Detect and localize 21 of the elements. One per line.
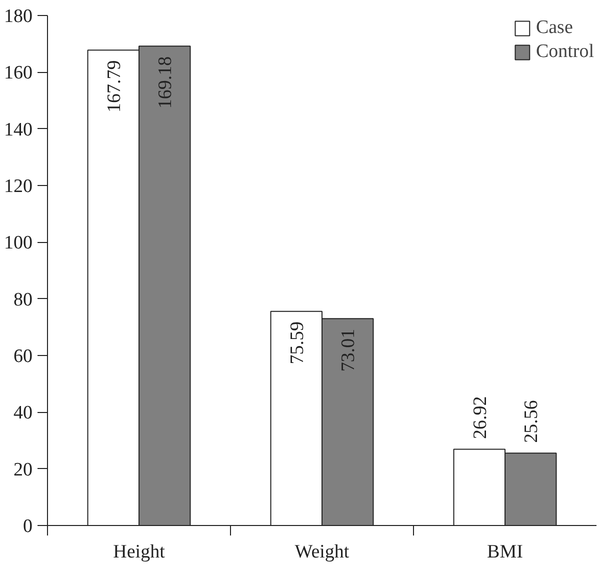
y-tick-label: 0 xyxy=(23,516,32,537)
y-tick-label: 100 xyxy=(4,232,32,254)
data-label: 26.92 xyxy=(470,396,491,440)
x-tick-label: BMI xyxy=(487,542,523,562)
y-tick-label: 80 xyxy=(14,289,32,310)
x-tick-label: Height xyxy=(113,542,166,562)
y-tick-label: 120 xyxy=(4,176,32,197)
x-tick-label: Weight xyxy=(294,542,350,562)
data-label: 167.79 xyxy=(104,60,125,113)
data-label: 169.18 xyxy=(155,56,176,109)
y-tick-label: 40 xyxy=(14,402,32,424)
y-tick-label: 60 xyxy=(14,346,32,367)
y-tick-label: 180 xyxy=(4,6,32,27)
y-tick-label: 20 xyxy=(14,459,32,480)
data-label: 75.59 xyxy=(286,322,308,364)
data-label: 25.56 xyxy=(521,400,542,443)
legend-label: Case xyxy=(536,17,573,39)
data-label: 73.01 xyxy=(338,328,360,372)
legend-label: Control xyxy=(536,41,594,63)
y-tick-label: 160 xyxy=(4,62,32,84)
y-tick-label: 140 xyxy=(4,119,32,140)
